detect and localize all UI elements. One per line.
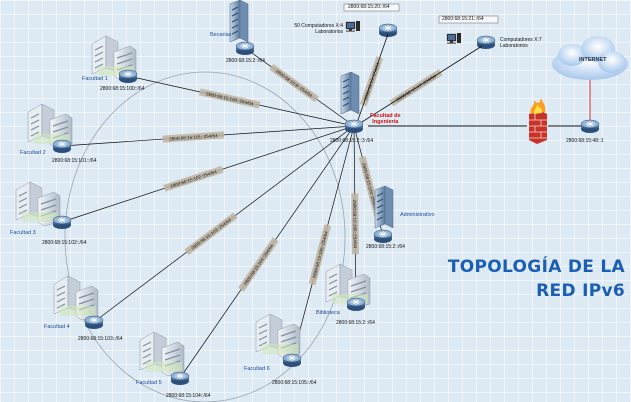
link-address-label: 2800:68:15:B::254/64 (269, 63, 319, 103)
site-name: Becarias (210, 32, 232, 38)
site-router-icon[interactable] (346, 297, 366, 312)
lab-uplink (357, 33, 389, 121)
site-name: Facultad 1 (82, 76, 108, 82)
site-router-icon[interactable] (282, 353, 302, 368)
link-address-label: 2800:68:15:100::254/64 (199, 88, 261, 109)
site-name: Biblioteca (316, 310, 340, 316)
lab-top-ip: 2800:68:15:20::/64 (348, 4, 390, 10)
core-label: Facultad de Ingeniería (370, 113, 401, 125)
lab-caption-line: Laboratorios (500, 43, 528, 49)
site-ring (64, 71, 346, 402)
link-label-bg (351, 193, 359, 255)
site-name: Facultad 4 (44, 324, 70, 330)
site-router-icon[interactable] (84, 315, 104, 330)
lab-ip-box (343, 3, 400, 12)
border-router-icon[interactable] (580, 119, 600, 134)
link-address-label: 2800:68:15:104::254/64 (238, 237, 279, 292)
site-ip: 2800:68:15:102::/64 (42, 240, 87, 246)
site-name: Facultad 6 (244, 366, 270, 372)
site-name: Facultad 3 (10, 230, 36, 236)
lab-top-ip: 2800:68:15:21::/64 (442, 16, 484, 22)
link-label-bg (163, 165, 224, 192)
site-router-icon[interactable] (170, 371, 190, 386)
site-name: Facultad 5 (136, 380, 162, 386)
lab-caption-line: Laboratorios (315, 29, 343, 35)
site-name: Facultad 2 (20, 150, 46, 156)
firewall-icon (529, 98, 547, 144)
lab-ip-box (438, 15, 499, 24)
link-label-text: 2800:68:15:105::254/64 (352, 200, 358, 249)
site-router-icon[interactable] (118, 69, 138, 84)
core-building-icon (340, 71, 360, 115)
link-label-bg (238, 237, 279, 292)
link-label-text: 2800:68:15:B::254/64 (275, 69, 314, 99)
site-ip: 2800:68:15:100::/64 (100, 86, 145, 92)
internet-cloud-icon (552, 36, 628, 80)
lab-caption: 50 Computadores X:4 Laboratorios (287, 23, 343, 35)
core-ip: 2800:68:15:2::3 /64 (330, 138, 374, 144)
diagram-title: TOPOLOGÍA DE LA RED IPv6 (448, 255, 625, 303)
lab-pc-icon (446, 32, 462, 45)
link-label-bg (199, 88, 261, 109)
site-router-icon[interactable] (52, 139, 72, 154)
lab-pc-icon (345, 20, 361, 33)
lab-caption-line: Computadores X:7 (500, 37, 542, 43)
link-label-text: 2800:68:15:104::254/64 (243, 243, 275, 286)
core-router-icon[interactable] (344, 119, 364, 134)
link-address-label: 2800:68:15:103::254/64 (184, 212, 238, 256)
title-line-2: RED IPv6 (536, 281, 625, 301)
link-label-bg (162, 131, 225, 143)
site-router-icon[interactable] (52, 215, 72, 230)
site-ip: 2800:68:15:104::/64 (166, 393, 211, 399)
core-label-line: Facultad de (370, 113, 401, 119)
office-tower-icon (229, 0, 249, 43)
building-icon (255, 313, 301, 359)
link-address-label: 2800:68:15:102::254/64 (163, 165, 224, 192)
link-label-text: 2800:68:15:101::254/64 (169, 133, 218, 141)
link-address-label: 2800:68:15:101::254/64 (162, 131, 225, 143)
link-label-text: 2800:68:15:103::254/64 (190, 217, 232, 250)
site-router-icon[interactable] (235, 41, 255, 56)
office-tower-icon (374, 185, 394, 229)
site-ip: 2800:68:15:103::/64 (78, 336, 123, 342)
building-icon (53, 275, 99, 321)
site-router-icon[interactable] (373, 229, 393, 244)
link-label-bg (308, 224, 332, 286)
site-name: Administrativo (400, 212, 435, 218)
link-label-bg (184, 212, 238, 256)
site-ip: 2800:68:15:101::/64 (52, 158, 97, 164)
site-ip: 2800:68:15:2::/64 (366, 244, 405, 250)
site-ip: 2800:68:15:2::/64 (336, 320, 375, 326)
lab-caption: Computadores X:7 Laboratorios (500, 37, 542, 49)
building-icon (139, 331, 185, 377)
site-ip: 2800:68:15:2::/64 (226, 58, 265, 64)
title-line-1: TOPOLOGÍA DE LA (447, 257, 625, 277)
link-address-label: 2800:68:15:105::254/64 (351, 193, 359, 255)
border-router-ip: 2800:68:15:48::1 (566, 138, 604, 144)
core-label-line: Ingeniería (372, 119, 399, 125)
link-label-text: 2800:68:15:102::254/64 (170, 169, 218, 189)
link-label-bg (269, 63, 319, 103)
internet-label: INTERNET (579, 57, 607, 63)
lab-uplink (361, 45, 483, 123)
site-ip: 2800:68:15:105::/64 (272, 380, 317, 386)
lab-caption-line: 50 Computadores X:4 (294, 23, 343, 29)
